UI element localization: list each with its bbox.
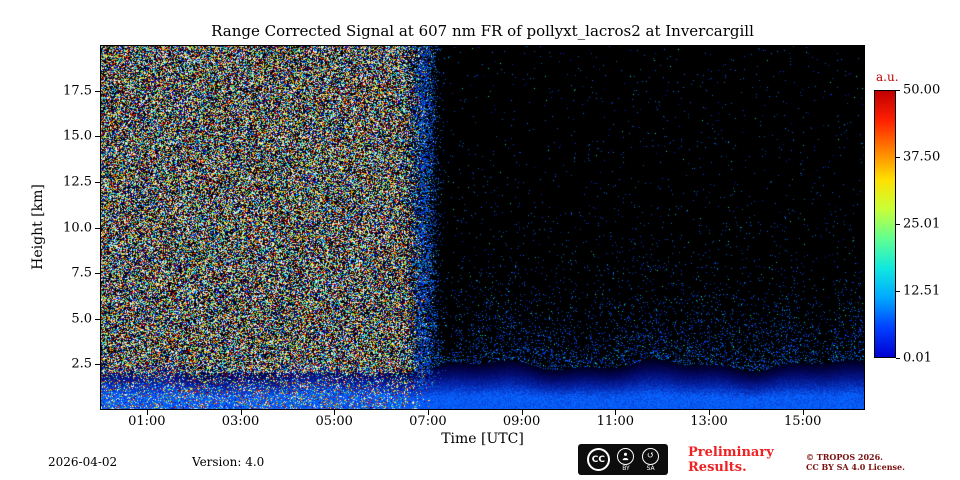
colorbar-tick-label: 50.00 — [903, 82, 941, 98]
cc-by-label: BY — [622, 464, 630, 472]
y-tick-label: 5.0 — [71, 311, 92, 327]
preliminary-line1: Preliminary — [688, 445, 774, 460]
colorbar-tick-label: 25.01 — [903, 216, 941, 232]
cc-by-block: BY — [617, 447, 635, 472]
y-tick-label: 2.5 — [71, 356, 92, 372]
cc-icon: CC — [586, 448, 610, 471]
colorbar-unit-label: a.u. — [876, 70, 899, 84]
x-tick-label: 03:00 — [221, 414, 260, 429]
x-tick-mark — [427, 410, 429, 415]
x-tick-mark — [802, 410, 804, 415]
heatmap-canvas — [100, 45, 865, 410]
y-tick-mark — [95, 364, 100, 366]
share-alike-icon: ↺ — [642, 447, 660, 465]
y-tick-label: 12.5 — [63, 174, 92, 190]
measurement-date: 2026-04-02 — [48, 455, 118, 469]
y-tick-mark — [95, 136, 100, 138]
x-axis-label: Time [UTC] — [441, 431, 524, 447]
colorbar-tick-mark — [896, 90, 900, 91]
x-tick-label: 15:00 — [783, 414, 822, 429]
colorbar — [874, 90, 896, 358]
colorbar-tick-mark — [896, 157, 900, 158]
x-tick-mark — [240, 410, 242, 415]
copyright-line1: © TROPOS 2026. — [806, 452, 883, 462]
colorbar-tick-label: 37.50 — [903, 149, 941, 165]
colorbar-tick-mark — [896, 224, 900, 225]
y-tick-mark — [95, 273, 100, 275]
cc-sa-block: ↺ SA — [642, 447, 660, 472]
y-tick-mark — [95, 90, 100, 92]
y-tick-mark — [95, 318, 100, 320]
x-tick-label: 13:00 — [690, 414, 728, 429]
preliminary-results-label: Preliminary Results. — [688, 445, 774, 475]
colorbar-tick-mark — [896, 358, 900, 359]
colorbar-tick-mark — [896, 291, 900, 292]
x-tick-label: 01:00 — [128, 414, 166, 429]
person-icon — [617, 447, 635, 465]
y-tick-label: 7.5 — [71, 265, 92, 281]
x-tick-mark — [615, 410, 617, 415]
x-tick-label: 07:00 — [409, 414, 447, 429]
copyright-label: © TROPOS 2026. CC BY SA 4.0 License. — [806, 452, 905, 472]
preliminary-line2: Results. — [688, 460, 747, 475]
cc-sa-label: SA — [646, 464, 655, 472]
y-tick-mark — [95, 227, 100, 229]
version-label: Version: 4.0 — [192, 455, 265, 469]
y-tick-label: 15.0 — [63, 128, 92, 144]
colorbar-tick-label: 12.51 — [903, 283, 941, 299]
x-tick-mark — [146, 410, 148, 415]
x-tick-mark — [334, 410, 336, 415]
x-tick-mark — [521, 410, 523, 415]
copyright-line2: CC BY SA 4.0 License. — [806, 462, 905, 472]
y-tick-label: 10.0 — [63, 220, 92, 235]
colorbar-tick-label: 0.01 — [903, 350, 932, 366]
cc-license-badge[interactable]: CC BY ↺ SA — [578, 444, 668, 475]
x-tick-label: 05:00 — [315, 414, 353, 429]
x-tick-mark — [709, 410, 710, 415]
y-tick-mark — [95, 181, 100, 183]
x-tick-label: 09:00 — [502, 414, 541, 429]
x-tick-label: 11:00 — [596, 414, 635, 429]
chart-title: Range Corrected Signal at 607 nm FR of p… — [211, 22, 754, 40]
y-tick-label: 17.5 — [63, 83, 92, 99]
